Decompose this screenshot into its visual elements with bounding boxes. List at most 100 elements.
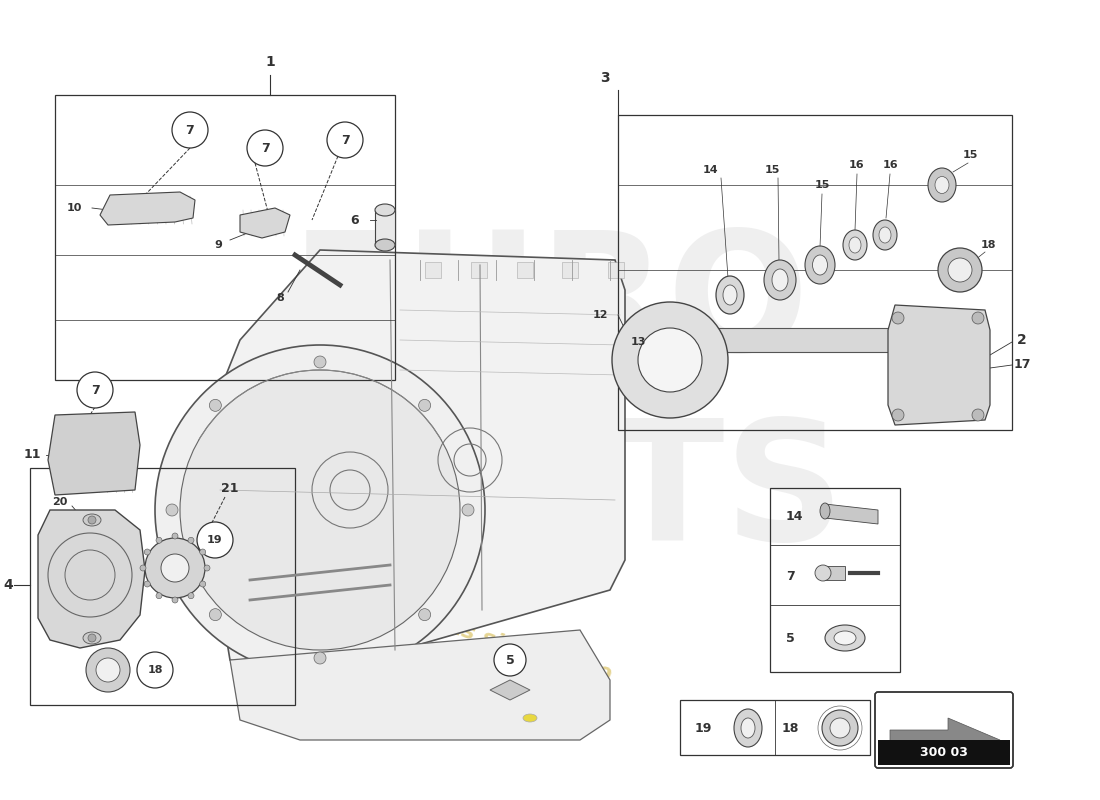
Bar — [471, 262, 486, 278]
Ellipse shape — [375, 204, 395, 216]
Ellipse shape — [716, 276, 744, 314]
Polygon shape — [48, 412, 140, 495]
Circle shape — [188, 593, 194, 598]
Polygon shape — [890, 718, 1000, 762]
Ellipse shape — [849, 237, 861, 253]
Circle shape — [204, 565, 210, 571]
Text: 16: 16 — [882, 160, 898, 170]
Circle shape — [314, 652, 326, 664]
Ellipse shape — [772, 269, 788, 291]
Circle shape — [972, 312, 984, 324]
Circle shape — [248, 130, 283, 166]
Ellipse shape — [834, 631, 856, 645]
Text: 6: 6 — [351, 214, 360, 226]
Circle shape — [145, 538, 205, 598]
Circle shape — [144, 549, 151, 555]
Text: 7: 7 — [261, 142, 270, 154]
Circle shape — [156, 593, 162, 598]
Ellipse shape — [741, 718, 755, 738]
Polygon shape — [823, 566, 845, 580]
Bar — [375, 210, 395, 245]
Circle shape — [419, 399, 431, 411]
Circle shape — [96, 658, 120, 682]
Text: 8: 8 — [276, 293, 284, 303]
Bar — [608, 262, 624, 278]
Ellipse shape — [82, 632, 101, 644]
Polygon shape — [825, 504, 878, 524]
Circle shape — [172, 597, 178, 603]
Circle shape — [172, 112, 208, 148]
Circle shape — [612, 302, 728, 418]
Ellipse shape — [820, 503, 830, 519]
Polygon shape — [39, 510, 145, 648]
Ellipse shape — [375, 239, 395, 251]
Circle shape — [156, 538, 162, 543]
Circle shape — [180, 370, 460, 650]
Text: 2: 2 — [1018, 333, 1027, 347]
Circle shape — [327, 122, 363, 158]
Circle shape — [209, 399, 221, 411]
Text: 19: 19 — [207, 535, 223, 545]
Circle shape — [209, 609, 221, 621]
Ellipse shape — [901, 326, 918, 354]
Polygon shape — [888, 305, 990, 425]
Circle shape — [494, 644, 526, 676]
Ellipse shape — [813, 255, 827, 275]
Text: 18: 18 — [147, 665, 163, 675]
Ellipse shape — [82, 514, 101, 526]
Ellipse shape — [734, 709, 762, 747]
Ellipse shape — [723, 285, 737, 305]
Circle shape — [77, 372, 113, 408]
Bar — [30, 468, 295, 705]
Circle shape — [892, 312, 904, 324]
Circle shape — [86, 648, 130, 692]
Circle shape — [197, 522, 233, 558]
Circle shape — [314, 356, 326, 368]
Text: a passion for parts since 1989: a passion for parts since 1989 — [246, 552, 613, 688]
Text: 3: 3 — [601, 71, 609, 85]
Circle shape — [938, 248, 982, 292]
Text: 300 03: 300 03 — [920, 746, 968, 759]
Text: EURO
PARTS: EURO PARTS — [255, 224, 845, 576]
Text: 19: 19 — [695, 722, 713, 734]
Text: 7: 7 — [341, 134, 350, 146]
Text: 1: 1 — [265, 55, 275, 69]
Text: 5: 5 — [786, 631, 794, 645]
Text: 7: 7 — [186, 123, 195, 137]
Text: 20: 20 — [53, 497, 68, 507]
FancyBboxPatch shape — [874, 692, 1013, 768]
Circle shape — [138, 652, 173, 688]
Text: 14: 14 — [786, 510, 803, 523]
Circle shape — [88, 634, 96, 642]
Ellipse shape — [522, 714, 537, 722]
Bar — [670, 328, 910, 352]
Circle shape — [972, 409, 984, 421]
Circle shape — [815, 565, 830, 581]
Ellipse shape — [879, 227, 891, 243]
Ellipse shape — [935, 177, 949, 194]
Circle shape — [822, 710, 858, 746]
Circle shape — [144, 581, 151, 587]
Polygon shape — [220, 250, 625, 680]
Bar — [55, 95, 395, 380]
Bar — [770, 488, 900, 672]
Text: 4: 4 — [3, 578, 13, 592]
Circle shape — [462, 504, 474, 516]
Bar — [618, 115, 1012, 430]
Ellipse shape — [825, 625, 865, 651]
Bar — [878, 740, 1010, 765]
Text: 15: 15 — [814, 180, 829, 190]
Circle shape — [200, 549, 206, 555]
Text: 21: 21 — [221, 482, 239, 494]
Circle shape — [166, 504, 178, 516]
Text: 10: 10 — [66, 203, 81, 213]
Text: 13: 13 — [630, 337, 646, 347]
Text: 5: 5 — [506, 654, 515, 666]
Text: 15: 15 — [962, 150, 978, 160]
Circle shape — [88, 516, 96, 524]
Ellipse shape — [805, 246, 835, 284]
Circle shape — [419, 609, 431, 621]
Text: 15: 15 — [764, 165, 780, 175]
Polygon shape — [230, 630, 610, 740]
Circle shape — [830, 718, 850, 738]
